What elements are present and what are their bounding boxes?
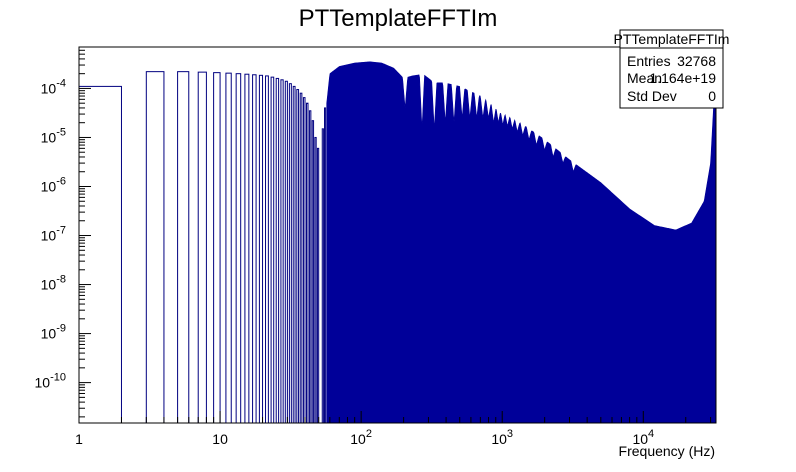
histogram-bar <box>78 85 122 424</box>
stats-box-title: PTTemplateFFTIm <box>614 31 730 47</box>
histogram-bar <box>321 128 324 424</box>
histogram-bar <box>316 147 320 424</box>
x-axis: 1 10 102 103 104 <box>75 411 712 447</box>
stats-mean-label: Mean <box>627 70 662 86</box>
histogram-bar <box>197 71 207 424</box>
histogram-bar <box>265 75 269 424</box>
stats-mean-value: 1.164e+19 <box>649 70 716 86</box>
histogram-bar <box>324 107 327 424</box>
x-tick-label: 104 <box>632 428 654 447</box>
histogram-bar <box>275 77 280 424</box>
y-tick-label: 10-5 <box>41 127 66 146</box>
histogram-bar <box>225 72 232 424</box>
x-tick-label: 102 <box>350 428 372 447</box>
y-axis: 10-4 10-5 10-6 10-7 10-8 10-9 10-10 <box>35 46 91 418</box>
histogram-bar <box>252 74 257 424</box>
y-tick-label: 10-6 <box>41 176 66 195</box>
histogram-bar <box>284 80 288 424</box>
histogram-bar <box>296 89 300 424</box>
y-tick-label: 10-7 <box>41 225 66 244</box>
y-tick-label: 10-10 <box>35 372 66 391</box>
histogram-bar <box>235 73 242 424</box>
x-tick-label: 1 <box>75 431 83 447</box>
histogram-bar <box>308 110 312 424</box>
stats-stddev-label: Std Dev <box>627 88 677 104</box>
histogram-bar <box>145 71 165 424</box>
histogram-bar <box>292 85 296 424</box>
y-tick-label: 10-4 <box>41 77 66 96</box>
histogram-bar <box>244 73 250 424</box>
histogram-bar <box>258 74 264 424</box>
x-tick-label: 103 <box>491 428 513 447</box>
histogram-bar <box>314 136 317 424</box>
stats-entries-value: 32768 <box>677 53 716 69</box>
histogram-filled-region <box>326 61 717 424</box>
histogram-bar <box>270 76 275 424</box>
plot-frame <box>78 46 717 424</box>
histogram-bar <box>280 79 284 424</box>
histogram-bar <box>177 71 190 424</box>
x-tick-label: 10 <box>212 431 228 447</box>
stats-entries-label: Entries <box>627 53 671 69</box>
histogram-bar <box>299 92 303 424</box>
plot-area <box>78 61 717 424</box>
x-axis-title: Frequency (Hz) <box>619 443 715 459</box>
histogram-bar <box>288 83 292 424</box>
chart-title: PTTemplateFFTIm <box>299 5 498 32</box>
stats-box-frame <box>619 29 724 109</box>
stats-box: PTTemplateFFTIm Entries 32768 Mean 1.164… <box>614 29 730 109</box>
y-tick-label: 10-8 <box>41 274 66 293</box>
histogram-bar <box>311 120 315 424</box>
histogram-bar <box>213 72 221 424</box>
histogram-bar <box>302 97 306 424</box>
y-tick-label: 10-9 <box>41 323 66 342</box>
histogram-bar <box>306 102 309 424</box>
stats-stddev-value: 0 <box>708 88 716 104</box>
